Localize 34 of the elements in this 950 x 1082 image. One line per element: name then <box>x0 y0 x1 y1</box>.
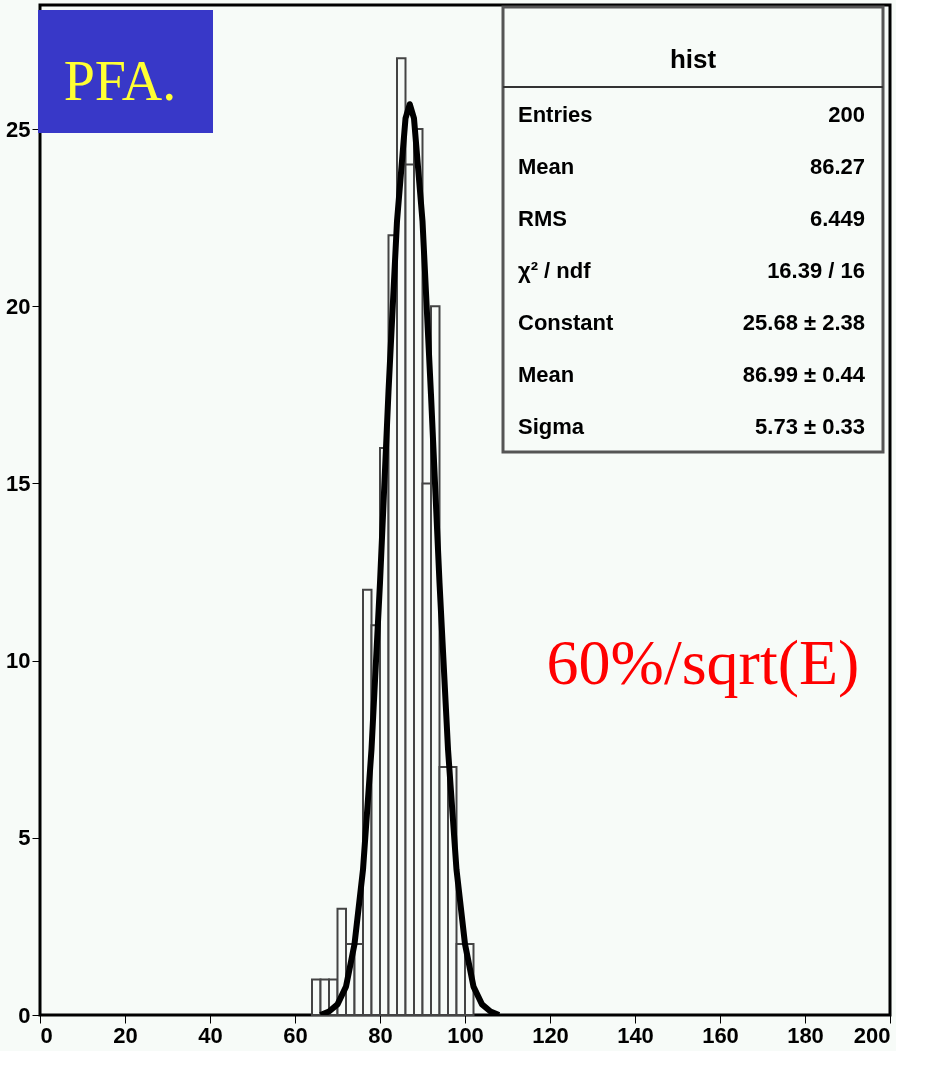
x-tick-label: 80 <box>368 1022 393 1048</box>
annotation: χ² / ndf <box>518 258 592 283</box>
x-tick-label: 100 <box>447 1022 484 1048</box>
y-tick-label: 0 <box>18 1002 31 1028</box>
annotation: 86.27 <box>809 154 865 179</box>
x-tick-label: 200 <box>853 1022 891 1048</box>
x-tick-label: 60 <box>283 1022 308 1048</box>
x-tick-label: 0 <box>40 1022 53 1048</box>
annotation: Mean <box>518 362 575 387</box>
x-tick-label: 160 <box>702 1022 739 1048</box>
annotation: Entries <box>518 102 593 127</box>
annotation: 60%/sqrt(E) <box>546 627 860 698</box>
annotation: PFA. <box>63 50 177 112</box>
annotation: 25.68 ± 2.38 <box>742 310 865 335</box>
y-tick-label: 25 <box>6 116 31 142</box>
annotation: Sigma <box>518 414 585 439</box>
x-tick-label: 120 <box>532 1022 569 1048</box>
annotation: Constant <box>518 310 614 335</box>
x-tick-label: 40 <box>198 1022 223 1048</box>
x-tick-label: 140 <box>617 1022 654 1048</box>
annotation: 200 <box>828 102 865 127</box>
annotation: 16.39 / 16 <box>767 258 865 283</box>
annotation: RMS <box>518 206 567 231</box>
annotation: 6.449 <box>809 206 865 231</box>
x-tick-label: 180 <box>787 1022 824 1048</box>
y-tick-label: 15 <box>6 470 31 496</box>
y-tick-label: 5 <box>18 825 31 851</box>
annotation: 5.73 ± 0.33 <box>755 414 865 439</box>
annotation: hist <box>669 44 717 74</box>
annotation: 86.99 ± 0.44 <box>742 362 866 387</box>
y-tick-label: 20 <box>6 293 31 319</box>
x-tick-label: 20 <box>113 1022 138 1048</box>
y-tick-label: 10 <box>6 648 31 674</box>
annotation: Mean <box>518 154 575 179</box>
